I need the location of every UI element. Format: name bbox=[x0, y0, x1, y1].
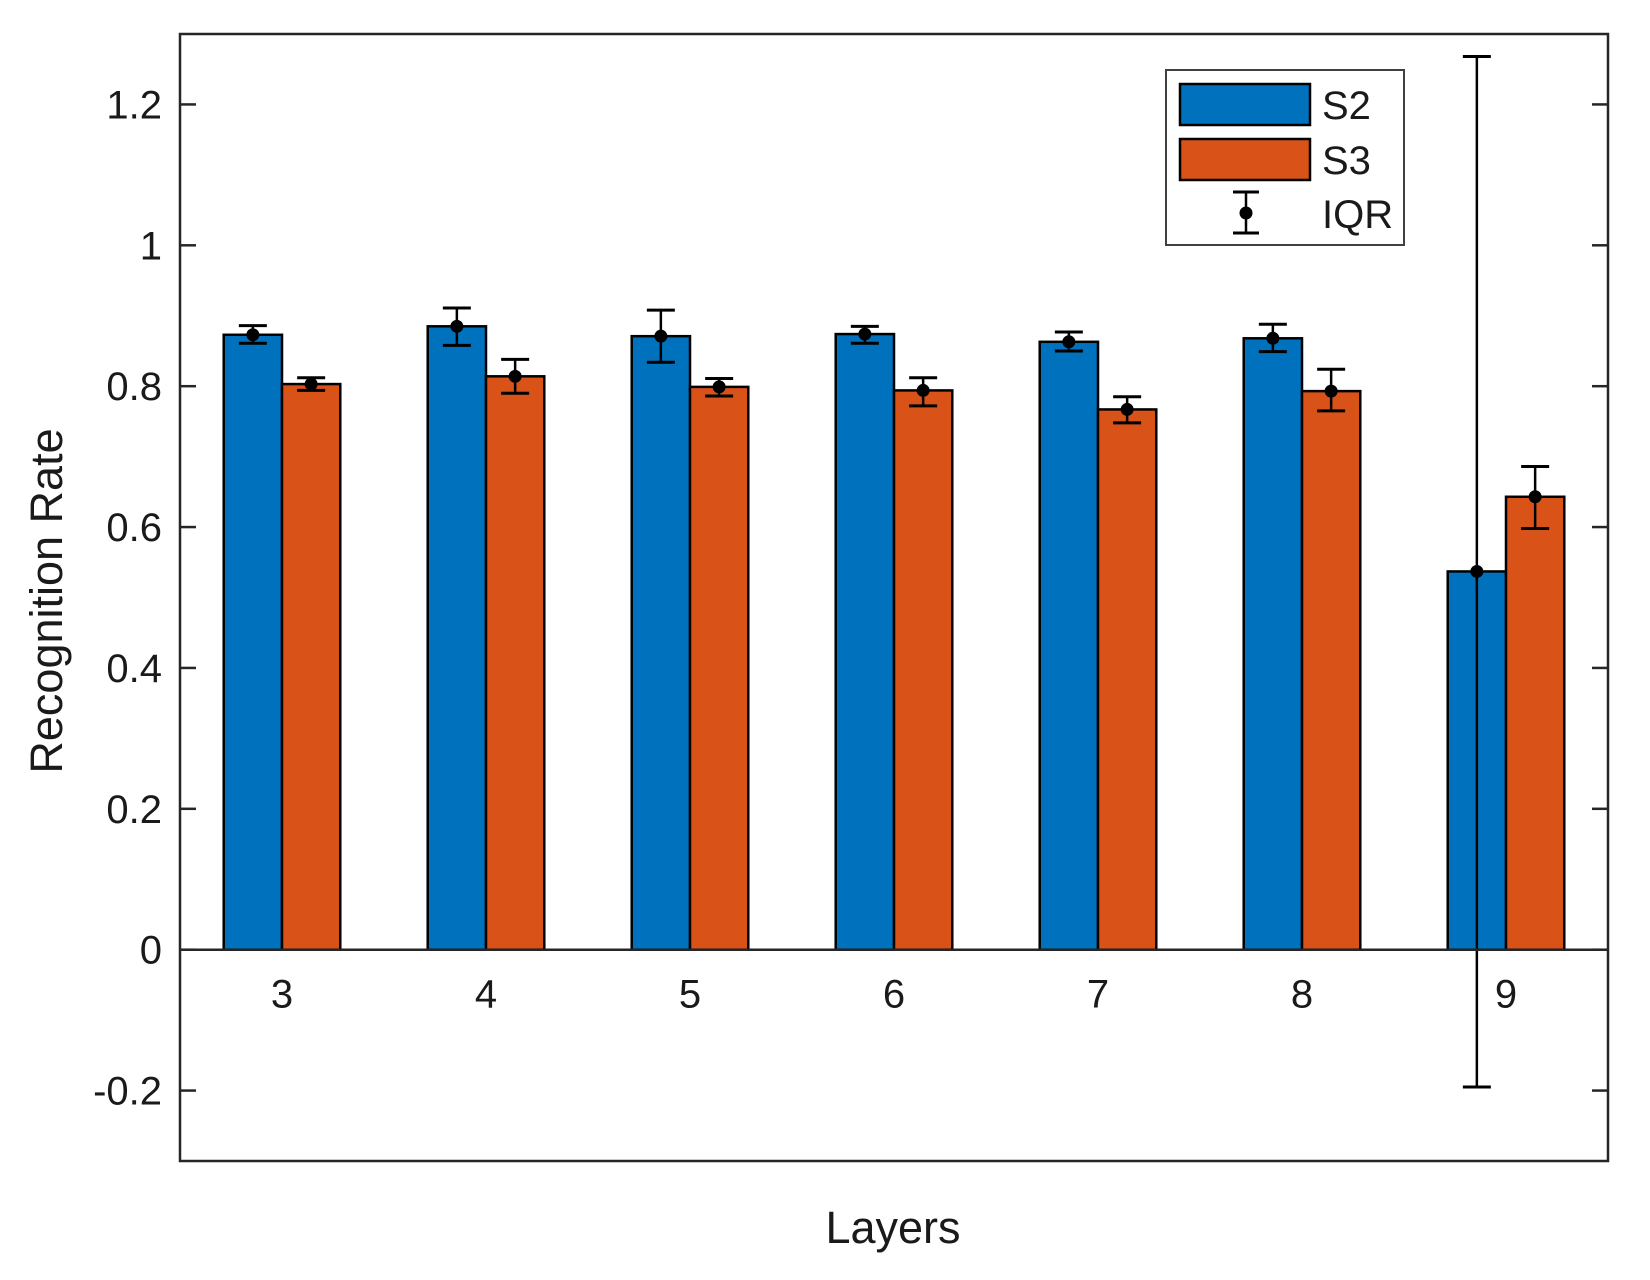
x-tick-label: 6 bbox=[883, 973, 905, 1017]
bar-s2-layer-3 bbox=[222, 333, 284, 951]
legend-label-s2: S2 bbox=[1322, 84, 1371, 128]
y-tick-label: -0.2 bbox=[93, 1070, 162, 1114]
iqr-s3-layer-7-median-dot bbox=[1120, 402, 1134, 416]
bar-s3-layer-7 bbox=[1096, 408, 1158, 951]
legend-iqr-dot bbox=[1239, 206, 1253, 220]
legend-swatch-s3 bbox=[1178, 137, 1312, 182]
x-tick-label: 8 bbox=[1291, 973, 1313, 1017]
x-tick-label: 3 bbox=[271, 973, 293, 1017]
y-tick-label: 0 bbox=[140, 929, 162, 973]
bar-s3-layer-3 bbox=[280, 382, 342, 951]
bar-s3-layer-5 bbox=[688, 385, 750, 951]
bar-s2-layer-6 bbox=[834, 332, 896, 951]
iqr-s3-layer-9-median-dot bbox=[1528, 490, 1542, 504]
x-tick-label: 7 bbox=[1087, 973, 1109, 1017]
iqr-s2-layer-4-median-dot bbox=[450, 319, 464, 333]
iqr-s3-layer-8-median-dot bbox=[1324, 384, 1338, 398]
iqr-s3-layer-3-median-dot bbox=[304, 377, 318, 391]
iqr-s2-layer-7-median-dot bbox=[1062, 335, 1076, 349]
bar-s3-layer-4 bbox=[484, 375, 546, 951]
iqr-s2-layer-5-median-dot bbox=[654, 329, 668, 343]
x-axis-title: Layers bbox=[825, 1202, 961, 1253]
bar-s2-layer-7 bbox=[1038, 340, 1100, 951]
bar-s3-layer-8 bbox=[1300, 389, 1362, 951]
plot-frame bbox=[178, 32, 1610, 1163]
bar-s2-layer-4 bbox=[426, 325, 488, 951]
legend-swatch-s2 bbox=[1178, 82, 1312, 127]
y-tick-label: 0.2 bbox=[106, 788, 162, 832]
iqr-s2-layer-9-median-dot bbox=[1470, 564, 1484, 578]
x-tick-label: 5 bbox=[679, 973, 701, 1017]
y-tick-label: 0.8 bbox=[106, 365, 162, 409]
iqr-s3-layer-5-median-dot bbox=[712, 380, 726, 394]
legend-label-iqr: IQR bbox=[1322, 193, 1393, 237]
legend-label-s3: S3 bbox=[1322, 139, 1371, 183]
y-axis-title: Recognition Rate bbox=[21, 428, 72, 774]
bar-s3-layer-6 bbox=[892, 389, 954, 951]
iqr-s2-layer-6-median-dot bbox=[858, 327, 872, 341]
bar-s2-layer-5 bbox=[630, 334, 692, 951]
iqr-s2-layer-3-median-dot bbox=[246, 328, 260, 342]
y-tick-label: 0.6 bbox=[106, 506, 162, 550]
x-tick-label: 9 bbox=[1495, 973, 1517, 1017]
y-tick-label: 1.2 bbox=[106, 83, 162, 127]
y-tick-label: 0.4 bbox=[106, 647, 162, 691]
x-tick-label: 4 bbox=[475, 973, 497, 1017]
iqr-s2-layer-8-median-dot bbox=[1266, 331, 1280, 345]
iqr-s3-layer-4-median-dot bbox=[508, 369, 522, 383]
bar-s3-layer-9 bbox=[1504, 495, 1566, 951]
y-tick-label: 1 bbox=[140, 224, 162, 268]
iqr-s3-layer-6-median-dot bbox=[916, 383, 930, 397]
bar-s2-layer-8 bbox=[1242, 337, 1304, 951]
